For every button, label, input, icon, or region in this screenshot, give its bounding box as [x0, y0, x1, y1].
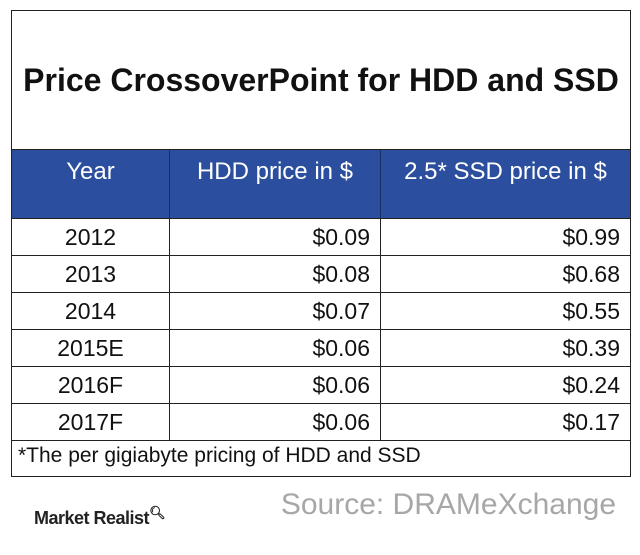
- cell-ssd-price: $0.99: [562, 224, 620, 250]
- cell-year: 2015E: [12, 330, 170, 366]
- header-row: Year HDD price in $ 2.5* SSD price in $: [12, 149, 630, 219]
- table-row: 2014 $0.07 $0.55: [12, 293, 630, 330]
- cell-hdd-price: $0.09: [170, 219, 381, 255]
- cell-year: 2016F: [12, 367, 170, 403]
- cell-year: 2012: [12, 219, 170, 255]
- table-row: 2017F $0.06 $0.17: [12, 404, 630, 441]
- cell-year: 2014: [12, 293, 170, 329]
- table-row: 2016F $0.06 $0.24: [12, 367, 630, 404]
- header-hdd-price: HDD price in $: [170, 150, 381, 218]
- cell-ssd-price: $0.24: [562, 372, 620, 398]
- cell-hdd-price: $0.07: [170, 293, 381, 329]
- price-table: Price CrossoverPoint for HDD and SSD Yea…: [11, 10, 631, 477]
- table-title: Price CrossoverPoint for HDD and SSD: [23, 62, 619, 98]
- cell-ssd-price: $0.39: [562, 335, 620, 361]
- cell-ssd-price: $0.68: [562, 261, 620, 287]
- table-body: 2012 $0.09 $0.99 2013 $0.08 $0.68 2014 $…: [12, 219, 630, 441]
- cell-hdd-price: $0.06: [170, 404, 381, 440]
- cell-hdd-price: $0.06: [170, 367, 381, 403]
- table-row: 2013 $0.08 $0.68: [12, 256, 630, 293]
- cell-ssd-price: $0.55: [562, 298, 620, 324]
- brand-logo: Market Realist🔍︎: [34, 505, 166, 529]
- header-year: Year: [12, 150, 170, 218]
- cell-year: 2013: [12, 256, 170, 292]
- brand-name: Market Realist: [34, 508, 150, 528]
- source-caption: Source: DRAMeXchange: [280, 488, 616, 521]
- table-row: 2015E $0.06 $0.39: [12, 330, 630, 367]
- table-row: 2012 $0.09 $0.99: [12, 219, 630, 256]
- table-footnote: *The per gigiabyte pricing of HDD and SS…: [18, 444, 421, 467]
- cell-hdd-price: $0.06: [170, 330, 381, 366]
- cell-ssd-price: $0.17: [562, 409, 620, 435]
- header-ssd-price: 2.5* SSD price in $: [404, 158, 607, 185]
- cell-year: 2017F: [12, 404, 170, 440]
- magnifier-icon: 🔍︎: [149, 505, 166, 520]
- cell-hdd-price: $0.08: [170, 256, 381, 292]
